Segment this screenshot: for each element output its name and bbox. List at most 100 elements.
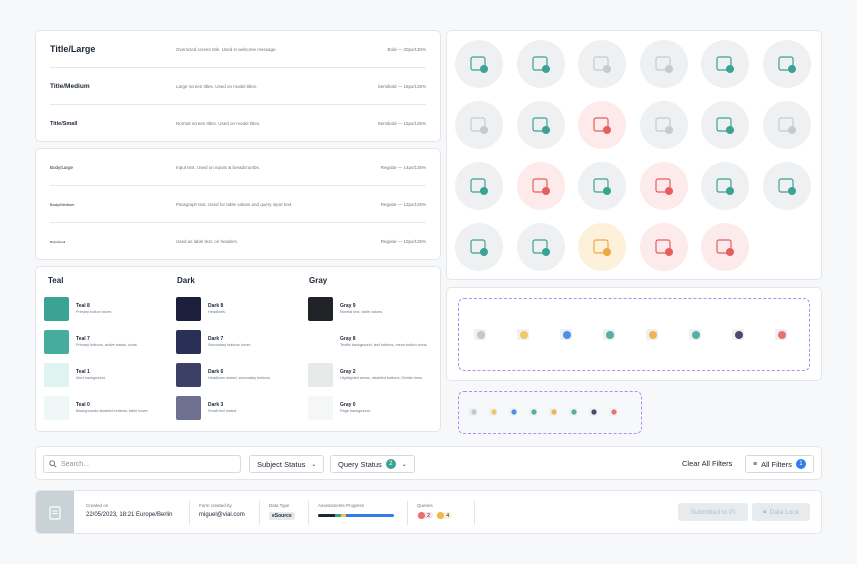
swatch-name: Gray 0: [340, 402, 356, 408]
check-icon: [528, 405, 540, 417]
calendar-check-icon: [455, 40, 503, 88]
user-check-icon: [763, 40, 811, 88]
swatch-name: Teal 8: [76, 303, 90, 309]
all-filters-button[interactable]: ≡ All Filters 1: [745, 455, 814, 473]
edit-done-icon: [568, 405, 580, 417]
color-swatch-teal-8: Teal 8 Primary button hover.: [44, 297, 112, 321]
subject-status-dropdown[interactable]: Subject Status ⌄: [249, 455, 325, 473]
swatch-name: Gray 2: [340, 369, 356, 375]
typography-body-card: Body/Large Input text. Used on inputs & …: [35, 148, 441, 260]
type-row-body-small: Body/Small Used as label text. on header…: [50, 223, 426, 260]
cards-edit-icon: [763, 162, 811, 210]
type-row-body-large: Body/Large Input text. Used on inputs & …: [50, 149, 426, 186]
color-group-title-gray: Gray: [309, 276, 328, 285]
type-name: Body/Small: [50, 239, 66, 244]
alert-icon: [608, 405, 620, 417]
lock-icon: 🔒︎: [763, 508, 767, 515]
color-swatch-dark-8: Dark 8 Headlines.: [176, 297, 226, 321]
tablet-edit-icon: [701, 162, 750, 210]
color-swatch-dark-7: Dark 7 Secondary buttons hover.: [176, 330, 251, 354]
swatch-desc: Highlighted areas, disabled buttons, Div…: [340, 376, 424, 380]
type-spec: Semibold — 16px/135%: [377, 83, 426, 89]
swatch-color: [176, 297, 201, 321]
divider: [308, 501, 309, 525]
color-swatch-gray-0: Gray 0 Page background.: [308, 396, 371, 420]
swatch-desc: Secondary buttons hover.: [208, 343, 252, 347]
swatch-desc: Primary button hover.: [76, 310, 113, 314]
color-swatch-teal-1: Teal 1 Alert background.: [44, 363, 106, 387]
query-yellow-badge: 4: [436, 512, 453, 519]
created-on-label: Created on: [86, 503, 109, 508]
edit-done-icon: [687, 326, 705, 344]
swatch-desc: Headlines muted, secondary buttons.: [208, 376, 271, 380]
color-swatch-teal-0: Teal 0 Backgrounds disabled buttons, tabl…: [44, 396, 149, 420]
divider: [189, 501, 190, 525]
type-row-title-large: Title/Large Oversized screen title. Used…: [50, 31, 426, 68]
type-row-body-medium: Body/Medium Paragraph text. Used for tab…: [50, 186, 426, 223]
calendar-pending-icon: [639, 40, 688, 88]
swatch-color: [308, 363, 333, 387]
color-swatch-teal-7: Teal 7 Primary buttons, active status, ic…: [44, 330, 138, 354]
swatch-desc: Headlines.: [208, 310, 226, 314]
color-swatch-gray-8: Gray 8 Textfix background, text buttons, …: [308, 330, 428, 354]
swatch-name: Gray 9: [340, 303, 356, 309]
query-status-count-badge: 2: [385, 459, 396, 469]
subject-status-label: Subject Status: [257, 459, 306, 469]
divider: [259, 501, 260, 525]
type-row-title-medium: Title/Medium Large screen titles. Used o…: [50, 68, 426, 105]
all-filters-label: All Filters: [761, 459, 792, 469]
swatch-name: Dark 6: [208, 369, 224, 375]
filter-icon: ≡: [753, 460, 758, 468]
cards-check-icon: [455, 162, 503, 210]
form-created-value: miguel@vial.com: [199, 512, 245, 518]
divider: [474, 501, 475, 525]
mini-icons-card: [446, 287, 822, 381]
type-name: Title/Small: [50, 120, 78, 127]
type-spec: Regular — 12px/135%: [380, 201, 426, 207]
form-created-by: Form created by miguel@vial.com: [199, 503, 245, 518]
chevron-down-icon: ⌄: [311, 461, 317, 468]
type-spec: Bold — 20px/130%: [387, 46, 426, 52]
mini-icons-frame-large: [458, 298, 810, 371]
swatch-desc: Backgrounds disabled buttons, table hove…: [76, 409, 149, 413]
edit-icon: [644, 326, 662, 344]
clear-all-filters-button[interactable]: Clear All Filters: [682, 459, 733, 468]
edit-icon: [548, 405, 560, 417]
created-on: Created on 22/05/2023, 18:21 Europe/Berl…: [86, 503, 172, 518]
color-swatch-gray-2: Gray 2 Highlighted areas, disabled button…: [308, 363, 423, 387]
swatch-color: [44, 330, 69, 354]
swatch-desc: Small text muted.: [208, 409, 238, 413]
swatch-desc: Primary buttons, active status, icons.: [76, 343, 138, 347]
color-swatch-dark-3: Dark 3 Small text muted.: [176, 396, 237, 420]
cards-lock-icon: [455, 223, 503, 271]
queries-label: Queries: [417, 503, 433, 508]
type-name: Title/Medium: [50, 82, 90, 90]
user-pending-icon: [639, 101, 688, 149]
swatch-color: [176, 363, 201, 387]
data-lock-button[interactable]: 🔒︎ Data Lock: [752, 503, 810, 521]
swatch-desc: Textfix background, text buttons, menu b…: [340, 343, 428, 347]
search-icon: [558, 326, 576, 344]
divider: [407, 501, 408, 525]
progress-label: Assessments Progress: [318, 503, 365, 508]
document-icon: [49, 506, 61, 520]
folder-remove-icon: [639, 223, 688, 271]
chevron-down-icon: ⌄: [401, 461, 407, 468]
type-spec: Regular — 14px/135%: [380, 164, 426, 170]
search-input[interactable]: Search...: [43, 455, 241, 473]
submitted-to-pi-button[interactable]: Submitted to PI: [678, 503, 748, 521]
swatch-desc: Normal text, table values.: [340, 310, 383, 314]
type-spec: Semibold — 15px/135%: [377, 121, 426, 126]
swatch-color: [44, 297, 69, 321]
cards-search-icon: [516, 223, 565, 271]
swatch-color: [308, 297, 333, 321]
query-status-dropdown[interactable]: Query Status 2 ⌄: [330, 455, 415, 473]
cards-warning-icon: [578, 223, 627, 271]
swatch-color: [308, 330, 333, 354]
calendar-disabled-icon: [578, 40, 627, 88]
data-type-label: Data Type: [269, 503, 290, 508]
typography-headings-card: Title/Large Oversized screen title. Used…: [35, 30, 441, 142]
type-name: Body/Large: [50, 164, 74, 170]
cards-remove-icon: [516, 162, 565, 210]
color-group-title-dark: Dark: [177, 276, 195, 285]
